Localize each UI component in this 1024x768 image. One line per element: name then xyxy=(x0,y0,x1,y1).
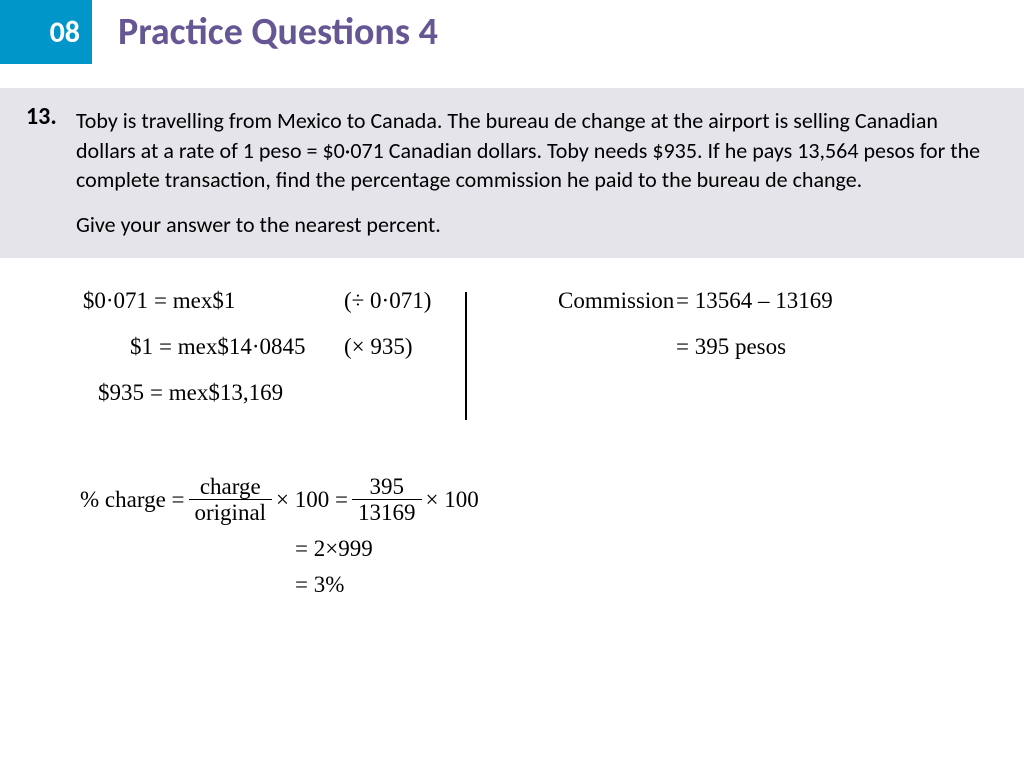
question-number: 13. xyxy=(26,102,76,131)
fraction-num: charge xyxy=(189,474,273,500)
slide-header: 08 Practice Questions 4 xyxy=(0,0,1024,64)
formula-label: % charge = xyxy=(80,487,185,513)
fraction-2: 395 13169 xyxy=(352,474,422,526)
working-left-column: $0·071 = mex$1 (÷ 0·071) $1 = mex$14·084… xyxy=(80,288,460,426)
work-lhs: $0·071 xyxy=(80,288,148,314)
work-lhs: $935 xyxy=(98,380,144,406)
work-note: (÷ 0·071) xyxy=(344,288,431,314)
work-note: (× 935) xyxy=(344,334,413,360)
question-body: Toby is travelling from Mexico to Canada… xyxy=(76,102,992,195)
chapter-badge: 08 xyxy=(0,0,92,64)
fraction-den: original xyxy=(189,500,273,525)
percentage-formula: % charge = charge original × 100 = 395 1… xyxy=(80,474,1024,598)
work-rhs: = 395 pesos xyxy=(676,334,786,360)
work-lhs xyxy=(558,334,670,360)
working-right-column: Commission = 13564 – 13169 = 395 pesos xyxy=(558,288,833,380)
work-lhs: $1 xyxy=(130,334,153,360)
work-rhs: = mex$1 xyxy=(154,288,235,314)
fraction-1: charge original xyxy=(189,474,273,526)
formula-result-1: = 2×999 xyxy=(295,536,373,562)
formula-result-2: = 3% xyxy=(295,572,344,598)
work-rhs: = 13564 – 13169 xyxy=(676,288,833,314)
work-lhs: Commission xyxy=(558,288,670,314)
work-rhs: = mex$14·0845 xyxy=(159,334,305,360)
question-block: 13. Toby is travelling from Mexico to Ca… xyxy=(0,88,1024,258)
work-rhs: = mex$13,169 xyxy=(150,380,283,406)
fraction-den: 13169 xyxy=(352,500,422,525)
page-title: Practice Questions 4 xyxy=(118,9,438,55)
column-divider xyxy=(465,292,467,420)
formula-tail: × 100 xyxy=(426,487,479,513)
question-instruction: Give your answer to the nearest percent. xyxy=(76,211,992,238)
fraction-num: 395 xyxy=(352,474,422,500)
solution-area: $0·071 = mex$1 (÷ 0·071) $1 = mex$14·084… xyxy=(0,258,1024,598)
formula-times: × 100 = xyxy=(276,487,348,513)
